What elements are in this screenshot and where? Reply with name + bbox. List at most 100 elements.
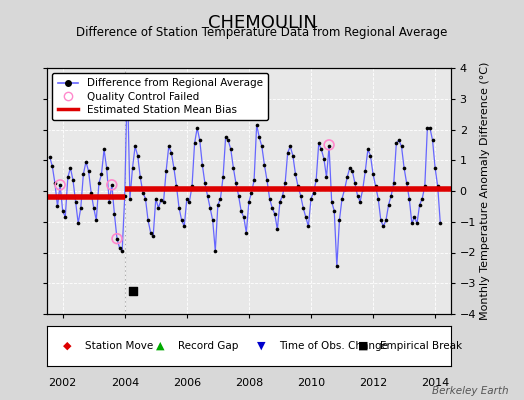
Point: [366, 152, 375, 159]
Point: [128, 165, 137, 171]
Point: [87, 189, 95, 196]
Point: [346, 165, 354, 171]
Point: [423, 125, 432, 131]
Point: [320, 156, 328, 162]
Point: [214, 202, 222, 208]
Point: [341, 186, 349, 193]
Point: [250, 177, 258, 184]
Point: [149, 232, 157, 239]
Point: [56, 182, 64, 188]
Point: [364, 146, 372, 153]
Point: [126, 196, 134, 202]
Point: [408, 220, 416, 226]
Legend: Difference from Regional Average, Quality Control Failed, Estimated Station Mean: Difference from Regional Average, Qualit…: [52, 73, 268, 120]
Point: [69, 177, 77, 184]
Point: [56, 182, 64, 188]
Point: [175, 205, 183, 211]
Point: [131, 143, 139, 150]
Point: [121, 192, 129, 199]
Point: [289, 152, 297, 159]
Point: [128, 288, 137, 294]
Point: [242, 229, 250, 236]
Point: [107, 182, 116, 188]
Point: [307, 196, 315, 202]
Point: [247, 189, 256, 196]
Point: [100, 146, 108, 153]
Point: [59, 208, 67, 214]
Text: 2004: 2004: [111, 378, 139, 388]
Point: [157, 197, 165, 204]
Text: Difference of Station Temperature Data from Regional Average: Difference of Station Temperature Data f…: [77, 26, 447, 39]
Point: [405, 196, 413, 202]
Point: [273, 226, 281, 233]
Text: ◆: ◆: [63, 341, 72, 351]
Point: [397, 143, 406, 150]
Point: [328, 198, 336, 205]
Text: Station Move: Station Move: [85, 341, 154, 351]
Point: [211, 248, 220, 254]
Point: [239, 214, 248, 220]
Point: [353, 192, 362, 199]
Point: [372, 183, 380, 190]
Point: [113, 236, 121, 242]
Point: [392, 140, 400, 146]
Point: [188, 183, 196, 190]
Point: [74, 220, 82, 226]
Point: [82, 158, 90, 165]
Y-axis label: Monthly Temperature Anomaly Difference (°C): Monthly Temperature Anomaly Difference (…: [481, 62, 490, 320]
Point: [48, 163, 57, 170]
Point: [299, 205, 308, 211]
Point: [260, 162, 269, 168]
Text: ■: ■: [358, 341, 368, 351]
Point: [170, 165, 178, 171]
Point: [358, 186, 367, 193]
Point: [136, 174, 145, 180]
Point: [154, 205, 162, 211]
Point: [209, 217, 217, 224]
Text: Empirical Break: Empirical Break: [380, 341, 462, 351]
Point: [389, 180, 398, 186]
Point: [387, 192, 395, 199]
Text: 2010: 2010: [297, 378, 325, 388]
Point: [165, 143, 173, 150]
Point: [110, 211, 118, 217]
Point: [66, 165, 74, 171]
Point: [258, 143, 266, 150]
Point: [95, 180, 103, 186]
Point: [312, 177, 320, 184]
Point: [270, 211, 279, 217]
Point: [234, 192, 243, 199]
Point: [237, 208, 245, 214]
Point: [219, 174, 227, 180]
Text: ▲: ▲: [156, 341, 165, 351]
Point: [107, 182, 116, 188]
Point: [139, 189, 147, 196]
Point: [141, 196, 150, 202]
Point: [203, 192, 212, 199]
Point: [379, 223, 388, 230]
Point: [178, 217, 186, 224]
Point: [413, 220, 421, 226]
Point: [330, 208, 339, 214]
Point: [325, 142, 333, 148]
Point: [84, 168, 93, 174]
Point: [229, 165, 237, 171]
Point: [428, 137, 436, 144]
Point: [51, 180, 59, 186]
Point: [253, 122, 261, 128]
Point: [421, 183, 429, 190]
Point: [79, 171, 88, 177]
Point: [201, 180, 209, 186]
Point: [92, 217, 101, 224]
Point: [226, 146, 235, 153]
Text: Record Gap: Record Gap: [178, 341, 238, 351]
Text: Time of Obs. Change: Time of Obs. Change: [279, 341, 388, 351]
Point: [410, 214, 419, 220]
Point: [144, 217, 152, 224]
Point: [105, 198, 113, 205]
Point: [64, 174, 72, 180]
Point: [103, 165, 111, 171]
Point: [322, 174, 331, 180]
Point: [418, 196, 427, 202]
Point: [90, 205, 98, 211]
